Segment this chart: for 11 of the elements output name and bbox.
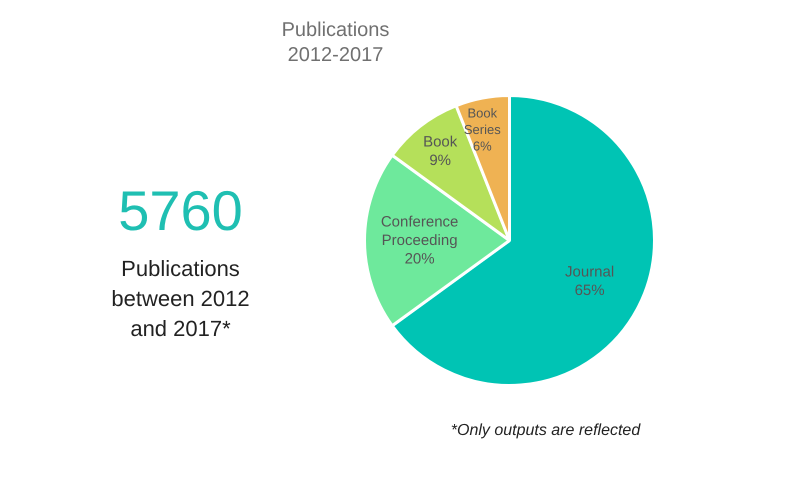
- text: 5760: [118, 179, 243, 242]
- data-label: 65%: [574, 282, 605, 300]
- slice-label: Journal: [565, 263, 614, 280]
- data-label: 6%: [472, 138, 492, 154]
- text: Publications between 2012 and 2017*: [111, 256, 250, 341]
- slice-label: Book: [423, 133, 458, 150]
- text: *Only outputs are reflected: [450, 422, 642, 439]
- data-label: 20%: [404, 250, 435, 268]
- slice-label: Conference Proceeding: [380, 213, 458, 249]
- data-label: 9%: [429, 152, 452, 169]
- chart-title: Publications 2012-2017: [282, 18, 390, 66]
